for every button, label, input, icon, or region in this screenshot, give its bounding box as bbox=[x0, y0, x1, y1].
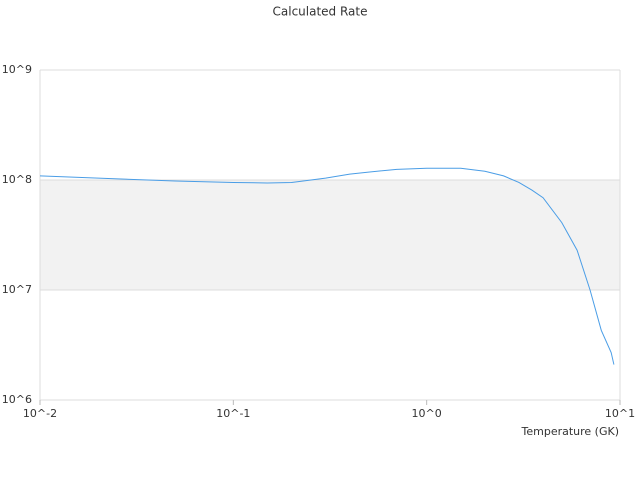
x-tick-label: 10^0 bbox=[412, 407, 442, 420]
y-tick-label: 10^6 bbox=[2, 393, 32, 406]
x-tick-label: 10^-1 bbox=[216, 407, 250, 420]
chart-title: Calculated Rate bbox=[273, 5, 368, 19]
x-tick-label: 10^-2 bbox=[23, 407, 57, 420]
y-tick-label: 10^7 bbox=[2, 283, 32, 296]
y-tick-label: 10^8 bbox=[2, 173, 32, 186]
x-axis-title: Temperature (GK) bbox=[521, 425, 620, 438]
band bbox=[40, 180, 620, 290]
line-series bbox=[39, 167, 615, 365]
y-tick-label: 10^9 bbox=[2, 63, 32, 76]
x-tick-label: 10^1 bbox=[605, 407, 635, 420]
